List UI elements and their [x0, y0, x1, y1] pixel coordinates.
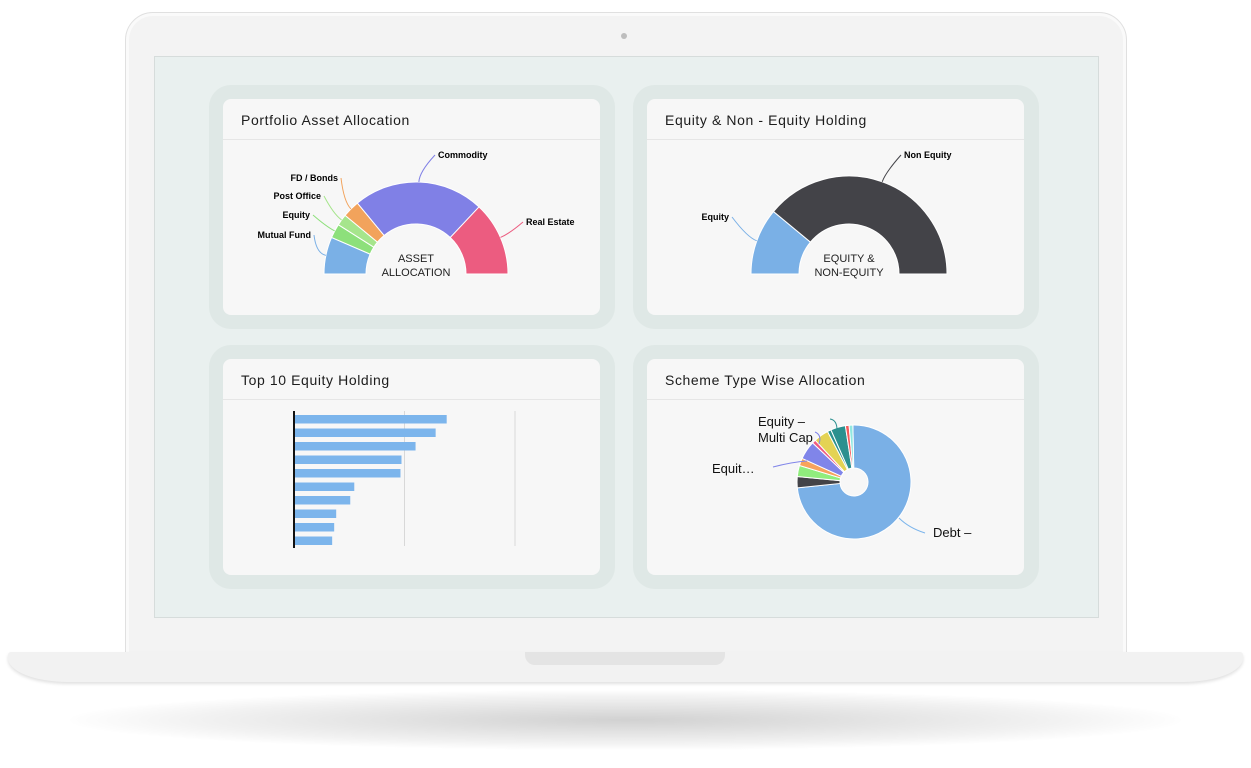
bar-5: [294, 469, 401, 478]
connector-fd-bonds: [340, 177, 352, 210]
center-label-line: EQUITY &: [823, 253, 875, 265]
scheme-type-chart: Equity –Multi Cap Equit… Debt –: [712, 414, 972, 540]
bar-3: [294, 442, 416, 451]
bar-7: [294, 496, 351, 505]
connector-debt: [898, 517, 926, 534]
camera-icon: [621, 33, 627, 39]
label-debt: Debt –: [933, 525, 972, 540]
slice-11: [848, 424, 855, 469]
connector-multi-cap: [814, 431, 821, 445]
equity-holding-chart: Equity Non Equity EQUITY & NON-EQUITY: [701, 150, 952, 279]
connector-non-equity: [881, 154, 902, 182]
card-title: Top 10 Equity Holding: [223, 359, 600, 400]
connector-equity: [829, 418, 838, 431]
label-fd-bonds: FD / Bonds: [291, 173, 339, 183]
center-label-line: NON-EQUITY: [814, 267, 884, 279]
slice-real-estate: [449, 206, 509, 275]
card-title: Scheme Type Wise Allocation: [647, 359, 1024, 400]
laptop-shadow: [70, 690, 1181, 750]
label-post-office: Post Office: [273, 191, 321, 201]
label-non-equity: Non Equity: [904, 150, 952, 160]
bar-1: [294, 415, 447, 424]
slice-1: [796, 424, 912, 540]
asset-allocation-chart: Mutual Fund Equity Post Office FD / Bonds Co…: [258, 150, 575, 279]
connector-mutual-fund: [313, 234, 327, 256]
card-equity-holding: Equity & Non - Equity Holding Equity Non …: [647, 99, 1024, 315]
card-frame-scheme-type: Scheme Type Wise Allocation Equity – Mult…: [633, 345, 1039, 589]
center-label-line: ASSET: [398, 253, 434, 265]
label-equity: Equity –: [758, 414, 806, 429]
bar-9: [294, 523, 335, 532]
laptop-notch: [525, 652, 725, 665]
card-frame-asset-allocation: Portfolio Asset Allocation Mutual Fund Eq…: [209, 85, 615, 329]
connector-commodity: [418, 154, 436, 183]
label-equity: Equity: [701, 212, 729, 222]
card-top10-equity: Top 10 Equity Holding: [223, 359, 600, 575]
bar-10: [294, 536, 333, 545]
label-multi-cap: Multi Cap: [758, 430, 813, 445]
label-mutual-fund: Mutual Fund: [258, 230, 312, 240]
connector-real-estate: [500, 221, 524, 238]
slice-non-equity: [772, 175, 948, 275]
bar-6: [294, 482, 355, 491]
label-equit: Equit…: [712, 461, 755, 476]
top10-bar-chart: [293, 411, 516, 548]
label-commodity: Commodity: [438, 150, 488, 160]
label-equity: Equity: [282, 210, 310, 220]
bar-4: [294, 455, 402, 464]
connector-post-office: [323, 195, 342, 221]
bar-8: [294, 509, 337, 518]
bar-2: [294, 428, 436, 437]
card-frame-top10: Top 10 Equity Holding: [209, 345, 615, 589]
label-real-estate: Real Estate: [526, 217, 575, 227]
center-label-line: ALLOCATION: [382, 267, 451, 279]
card-title: Equity & Non - Equity Holding: [647, 99, 1024, 140]
card-scheme-type: Scheme Type Wise Allocation Equity – Mult…: [647, 359, 1024, 575]
connector-equity-short: [772, 460, 808, 468]
card-frame-equity-holding: Equity & Non - Equity Holding Equity Non …: [633, 85, 1039, 329]
connector-equity: [731, 216, 757, 242]
card-title: Portfolio Asset Allocation: [223, 99, 600, 140]
connector-equity: [312, 214, 335, 232]
card-asset-allocation: Portfolio Asset Allocation Mutual Fund Eq…: [223, 99, 600, 315]
